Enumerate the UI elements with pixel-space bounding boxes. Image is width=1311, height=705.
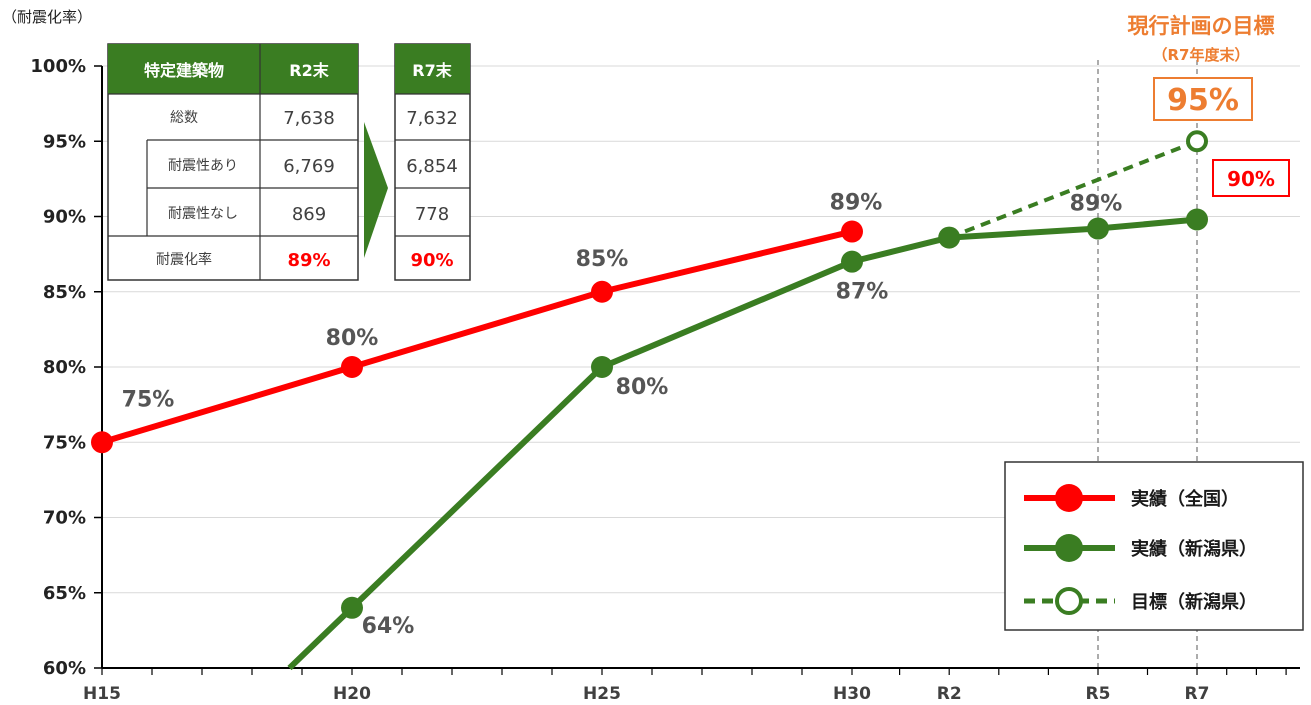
x-tick-label: H20	[333, 684, 371, 704]
table-cell-r2: 7,638	[283, 108, 335, 129]
table-cell-r2: 869	[292, 204, 326, 225]
table-cell-r7: 6,854	[406, 156, 458, 177]
x-tick-label: R2	[937, 684, 962, 704]
data-labels: 75% 80% 85% 89% 64% 80% 87% 89%	[122, 191, 1123, 639]
r7-value: 90%	[1227, 167, 1275, 191]
series-markers	[91, 130, 1208, 619]
legend-label-national: 実績（全国）	[1131, 488, 1239, 510]
x-tick-label: R7	[1185, 684, 1210, 704]
legend-label-target: 目標（新潟県）	[1131, 591, 1257, 613]
series-line	[948, 139, 1198, 240]
legend-marker-niigata	[1055, 534, 1083, 562]
legend-marker-national	[1055, 484, 1083, 512]
data-point	[1087, 217, 1109, 240]
table-row-label: 耐震化率	[156, 251, 212, 268]
legend-marker-target	[1055, 587, 1083, 615]
goal-title: 現行計画の目標	[1128, 14, 1275, 38]
table-cell-r7: 7,632	[406, 108, 458, 129]
y-tick-label: 80%	[43, 357, 86, 378]
y-tick-label: 70%	[43, 508, 86, 529]
legend-label-niigata: 実績（新潟県）	[1131, 538, 1257, 560]
table-cell-r2: 6,769	[283, 156, 335, 177]
table-cell-r7: 90%	[410, 250, 453, 271]
y-tick-label: 95%	[43, 131, 86, 152]
table-row-label: 総数	[170, 110, 198, 126]
data-label: 75%	[122, 387, 175, 412]
table-header-r2: R2末	[289, 61, 329, 80]
y-tick-label: 90%	[43, 207, 86, 228]
summary-table: 特定建築物 R2末 総数 7,638 耐震性あり 6,769 耐震性なし 869…	[107, 43, 471, 281]
y-axis-ticks: 60% 65% 70% 75% 80% 85% 90% 95% 100%	[30, 56, 102, 679]
table-header-r7: R7末	[412, 61, 452, 80]
y-tick-label: 75%	[43, 432, 86, 453]
y-axis-title: （耐震化率）	[2, 8, 92, 26]
y-tick-label: 65%	[43, 583, 86, 604]
table-cell-r7: 778	[415, 204, 449, 225]
table-row-label: 耐震性あり	[168, 158, 238, 174]
table-row-label: 耐震性なし	[168, 206, 238, 222]
goal-value: 95%	[1167, 83, 1239, 118]
y-tick-label: 85%	[43, 282, 86, 303]
data-label: 85%	[576, 247, 629, 272]
data-label: 80%	[326, 326, 379, 351]
data-point	[841, 250, 863, 273]
data-point	[341, 356, 363, 378]
x-tick-label: H15	[83, 684, 121, 704]
data-label: 89%	[1070, 192, 1123, 217]
data-label: 64%	[362, 614, 415, 639]
table-arrow	[364, 122, 388, 258]
data-point	[841, 220, 863, 243]
goal-value-box	[1153, 77, 1253, 121]
data-point	[591, 356, 613, 378]
data-point	[938, 226, 961, 249]
x-tick-label: H25	[583, 684, 621, 704]
table-header-building: 特定建築物	[144, 61, 224, 80]
goal-subtitle: （R7年度末）	[1153, 46, 1250, 64]
series-line	[101, 228, 853, 446]
y-tick-label: 60%	[43, 658, 86, 679]
data-point	[91, 431, 113, 454]
x-tick-label: H30	[833, 684, 871, 704]
data-label: 89%	[830, 191, 883, 216]
x-tick-label: R5	[1086, 684, 1111, 704]
data-point	[341, 596, 363, 619]
data-label: 87%	[836, 280, 889, 305]
data-point	[1186, 130, 1208, 153]
data-point	[1186, 208, 1208, 231]
r7-value-box	[1212, 159, 1290, 197]
x-axis-ticks: H15 H20 H25 H30 R2 R5 R7	[83, 668, 1287, 704]
y-tick-label: 100%	[30, 56, 86, 77]
data-label: 80%	[616, 375, 669, 400]
legend: 実績（全国） 実績（新潟県） 目標（新潟県）	[1004, 461, 1304, 631]
data-point	[591, 280, 613, 303]
table-cell-r2: 89%	[287, 250, 330, 271]
